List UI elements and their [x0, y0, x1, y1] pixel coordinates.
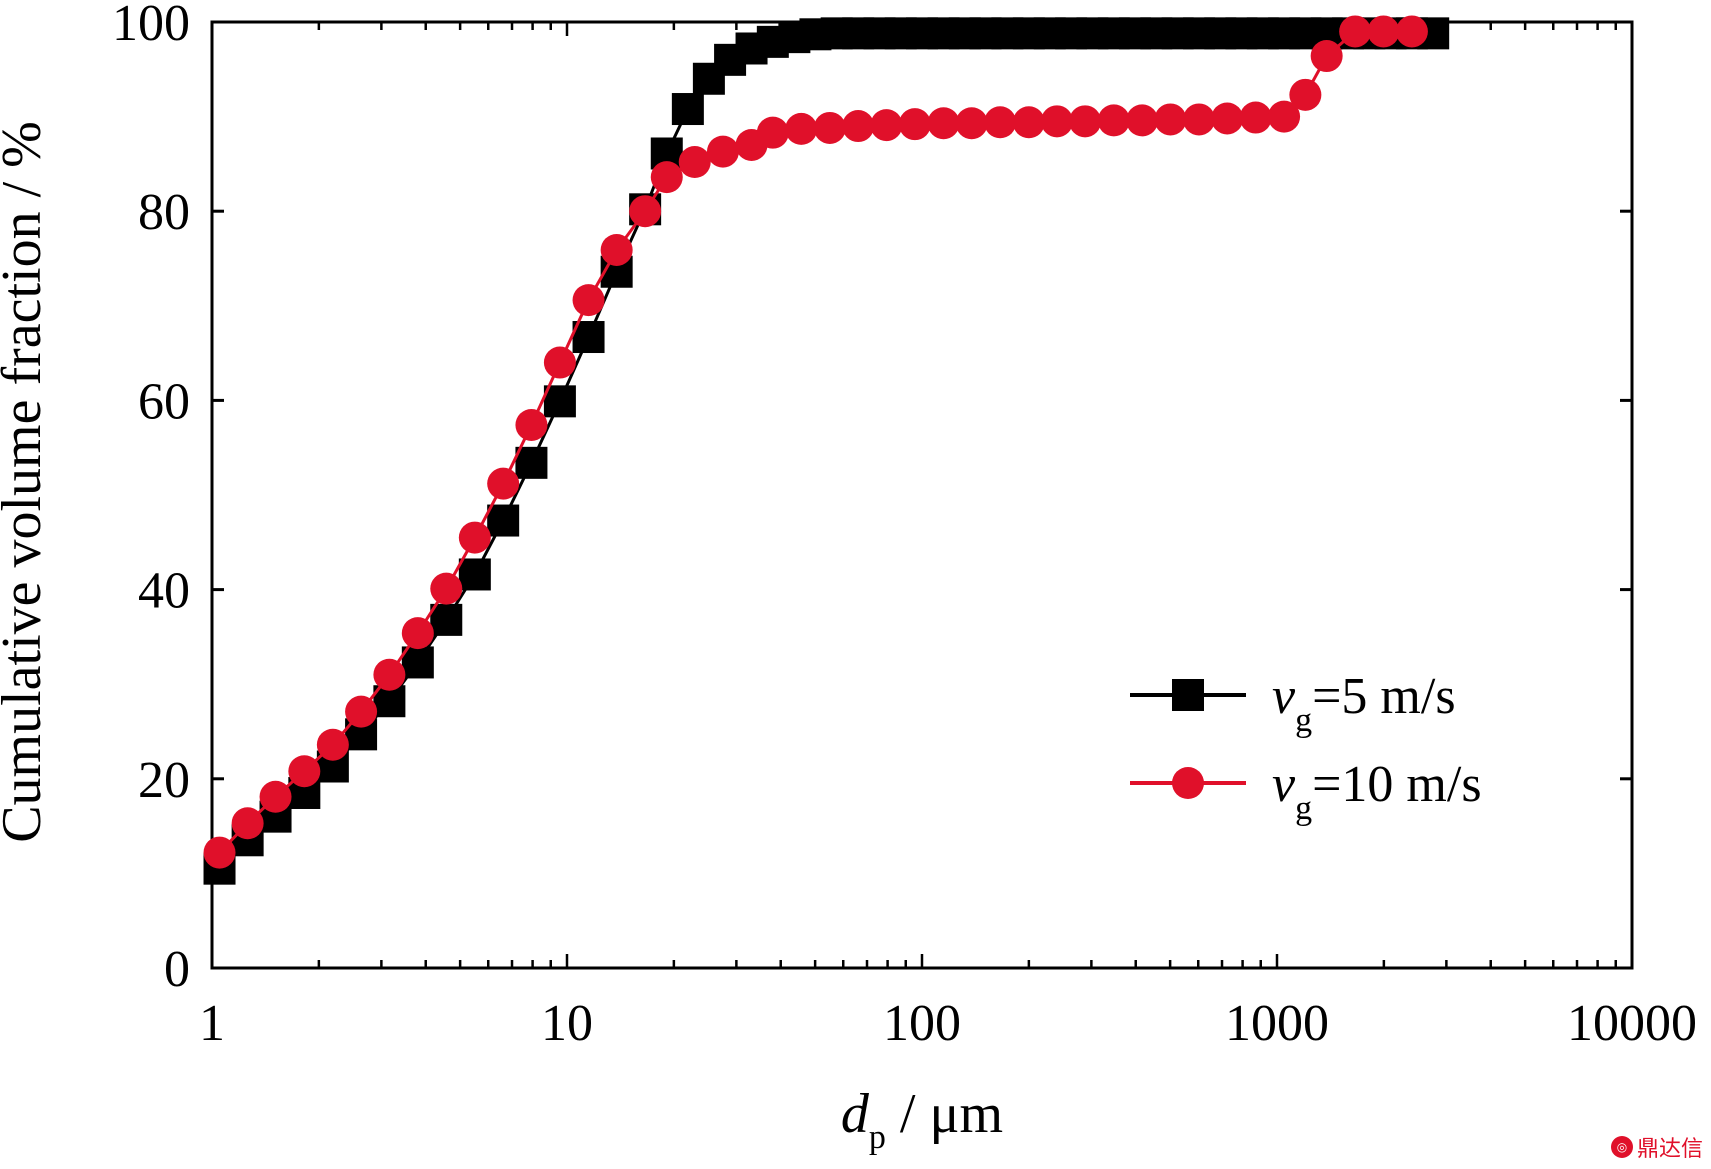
- data-point-circle: [401, 617, 434, 650]
- x-tick-label: 10000: [1567, 995, 1697, 1052]
- y-tick-label: 20: [138, 752, 190, 809]
- watermark: ◎ 鼎达信: [1610, 1131, 1703, 1163]
- data-point-circle: [316, 728, 349, 761]
- axes: [210, 20, 1634, 970]
- data-point-circle: [678, 146, 711, 179]
- data-point-circle: [543, 346, 576, 379]
- data-point-circle: [1239, 101, 1272, 134]
- x-tick-label: 100: [883, 995, 961, 1052]
- data-point-circle: [813, 111, 846, 144]
- data-point-circle: [629, 195, 662, 228]
- data-point-circle: [955, 107, 988, 140]
- data-point-square: [458, 558, 491, 591]
- series-2: [203, 15, 1428, 869]
- data-point-circle: [898, 108, 931, 141]
- data-point-circle: [1154, 103, 1187, 136]
- data-point-square: [543, 385, 576, 418]
- legend-label: vg=5 m/s: [1272, 668, 1456, 739]
- legend-marker: [1172, 767, 1204, 799]
- tick-labels: 0 20 40 60 80 100 1 10 100 1000 10000: [112, 0, 1697, 1052]
- data-point-circle: [785, 112, 818, 145]
- y-tick-label: 60: [138, 373, 190, 430]
- x-axis-title-rest: / μm: [886, 1083, 1003, 1145]
- series-line: [218, 31, 1434, 870]
- x-axis-title-sub: p: [869, 1119, 886, 1156]
- legend-label-sub: g: [1295, 790, 1312, 827]
- legend-label-rest: =10 m/s: [1312, 756, 1481, 813]
- data-point-circle: [1268, 100, 1301, 133]
- y-tick-label: 100: [112, 0, 190, 52]
- data-point-circle: [1183, 103, 1216, 136]
- data-point-circle: [487, 467, 520, 500]
- y-tick-label: 80: [138, 184, 190, 241]
- data-point-circle: [572, 284, 605, 317]
- x-axis-title-main: d: [841, 1083, 870, 1145]
- x-tick-label: 1: [199, 995, 225, 1052]
- legend-label: vg=10 m/s: [1272, 756, 1482, 827]
- data-point-circle: [650, 161, 683, 194]
- data-point-circle: [1310, 40, 1343, 73]
- legend-label-main: v: [1272, 668, 1296, 725]
- legend-label-main: v: [1272, 756, 1296, 813]
- plot-frame: [210, 20, 1634, 970]
- data-point-circle: [984, 106, 1017, 139]
- data-point-circle: [706, 135, 739, 168]
- data-point-circle: [515, 408, 548, 441]
- data-point-square: [401, 646, 434, 679]
- y-tick-label: 40: [138, 563, 190, 620]
- legend-label-rest: =5 m/s: [1312, 668, 1455, 725]
- data-point-circle: [927, 107, 960, 140]
- x-axis-title: dp / μm: [841, 1083, 1003, 1156]
- data-point-circle: [1069, 105, 1102, 138]
- data-point-circle: [870, 109, 903, 142]
- data-point-circle: [1395, 15, 1428, 48]
- data-point-circle: [1367, 15, 1400, 48]
- x-tick-label: 10: [541, 995, 593, 1052]
- y-axis-title: Cumulative volume fraction / %: [0, 121, 53, 843]
- legend: vg=5 m/svg=10 m/s: [1130, 668, 1482, 827]
- data-point-square: [515, 446, 548, 479]
- y-tick-label: 0: [164, 941, 190, 998]
- data-point-circle: [1339, 15, 1372, 48]
- data-point-circle: [600, 233, 633, 266]
- series-line: [218, 30, 1412, 854]
- watermark-text: 鼎达信: [1636, 1137, 1703, 1162]
- data-point-circle: [1012, 106, 1045, 139]
- watermark-logo-icon: ◎: [1610, 1136, 1633, 1158]
- data-point-circle: [1211, 102, 1244, 135]
- series-1: [203, 17, 1450, 885]
- data-point-circle: [458, 521, 491, 554]
- x-tick-label: 1000: [1225, 995, 1329, 1052]
- data-point-circle: [231, 807, 264, 840]
- data-point-square: [487, 504, 520, 537]
- data-point-circle: [842, 110, 875, 143]
- data-point-circle: [203, 836, 236, 869]
- data-point-square: [430, 603, 463, 636]
- data-point-circle: [430, 572, 463, 605]
- data-point-circle: [259, 780, 292, 813]
- data-point-circle: [1289, 78, 1322, 111]
- data-point-circle: [373, 658, 406, 691]
- legend-label-sub: g: [1295, 702, 1312, 739]
- legend-marker: [1172, 679, 1204, 711]
- data-point-circle: [1126, 104, 1159, 137]
- data-point-circle: [288, 755, 321, 788]
- data-point-square: [671, 93, 704, 126]
- data-point-circle: [1040, 105, 1073, 138]
- data-point-circle: [345, 695, 378, 728]
- data-point-circle: [756, 116, 789, 149]
- data-point-circle: [1097, 104, 1130, 137]
- series-layer: [203, 15, 1450, 885]
